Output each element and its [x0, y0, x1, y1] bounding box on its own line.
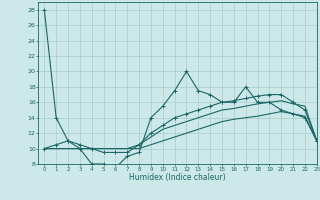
X-axis label: Humidex (Indice chaleur): Humidex (Indice chaleur)	[129, 173, 226, 182]
